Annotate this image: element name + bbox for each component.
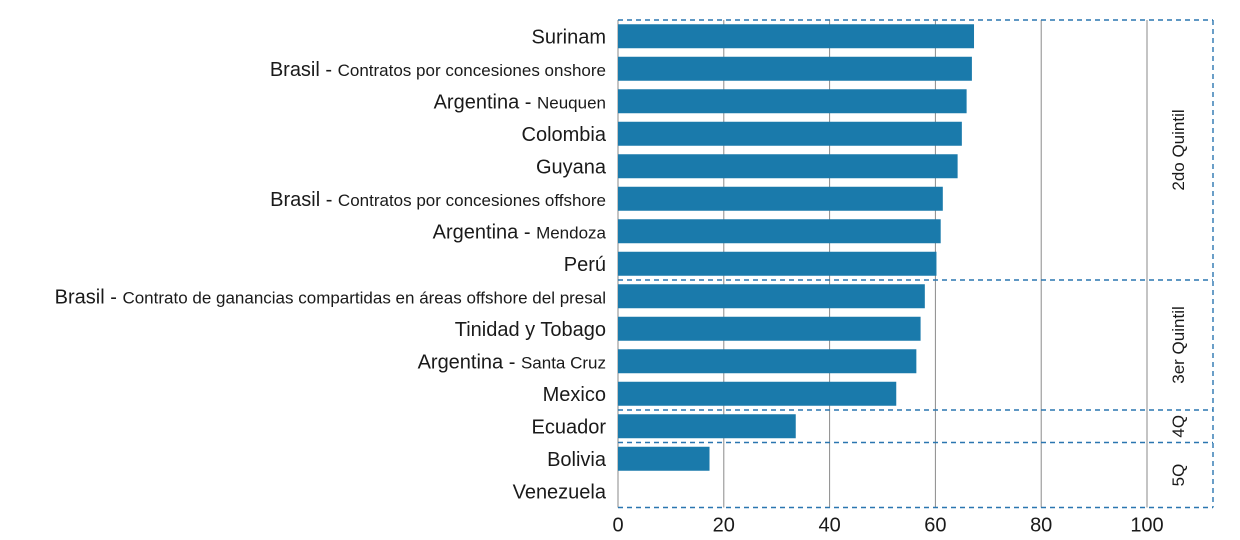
x-tick-label: 0 bbox=[612, 515, 623, 537]
bar-7 bbox=[618, 251, 937, 276]
bar-10 bbox=[618, 349, 917, 374]
category-label: Argentina - Mendoza bbox=[433, 221, 607, 243]
x-tick-label: 100 bbox=[1130, 515, 1163, 537]
bar-11 bbox=[618, 381, 897, 406]
x-tick-label: 40 bbox=[818, 515, 840, 537]
category-label: Perú bbox=[564, 254, 606, 276]
x-axis-ticks: 0 20 40 60 80 100 bbox=[612, 515, 1163, 537]
bar-12 bbox=[618, 414, 796, 439]
x-tick-label: 60 bbox=[924, 515, 946, 537]
group-label: 2do Quintil bbox=[1169, 109, 1188, 190]
bar-4 bbox=[618, 154, 958, 179]
bar-2 bbox=[618, 89, 967, 114]
category-label: Argentina - Santa Cruz bbox=[418, 351, 606, 373]
bar-8 bbox=[618, 284, 925, 309]
bar-6 bbox=[618, 219, 941, 244]
category-label: Guyana bbox=[536, 156, 607, 178]
x-tick-label: 80 bbox=[1030, 515, 1052, 537]
category-labels: Surinam Brasil - Contratos por concesione… bbox=[55, 26, 607, 503]
bar-0 bbox=[618, 24, 975, 49]
bar-5 bbox=[618, 186, 943, 211]
category-label: Colombia bbox=[522, 124, 607, 146]
bar-9 bbox=[618, 316, 921, 341]
category-label: Surinam bbox=[532, 26, 606, 48]
category-label: Argentina - Neuquen bbox=[434, 91, 606, 113]
bar-3 bbox=[618, 121, 962, 146]
quintile-groups: 2do Quintil 3er Quintil 4Q 5Q bbox=[618, 19, 1214, 509]
category-label: Tinidad y Tobago bbox=[455, 319, 606, 341]
bar-13 bbox=[618, 446, 710, 471]
category-label: Brasil - Contratos por concesiones offsh… bbox=[270, 189, 606, 211]
category-label: Brasil - Contrato de ganancias compartid… bbox=[55, 286, 606, 308]
bar-1 bbox=[618, 56, 972, 81]
category-label: Venezuela bbox=[513, 481, 607, 503]
category-label: Brasil - Contratos por concesiones onsho… bbox=[270, 59, 606, 81]
bars bbox=[618, 24, 975, 471]
category-label: Bolivia bbox=[547, 449, 607, 471]
category-label: Mexico bbox=[543, 384, 606, 406]
group-label: 3er Quintil bbox=[1169, 306, 1188, 383]
category-label: Ecuador bbox=[532, 416, 607, 438]
x-tick-label: 20 bbox=[713, 515, 735, 537]
group-label: 4Q bbox=[1169, 415, 1188, 438]
group-label: 5Q bbox=[1169, 464, 1188, 487]
